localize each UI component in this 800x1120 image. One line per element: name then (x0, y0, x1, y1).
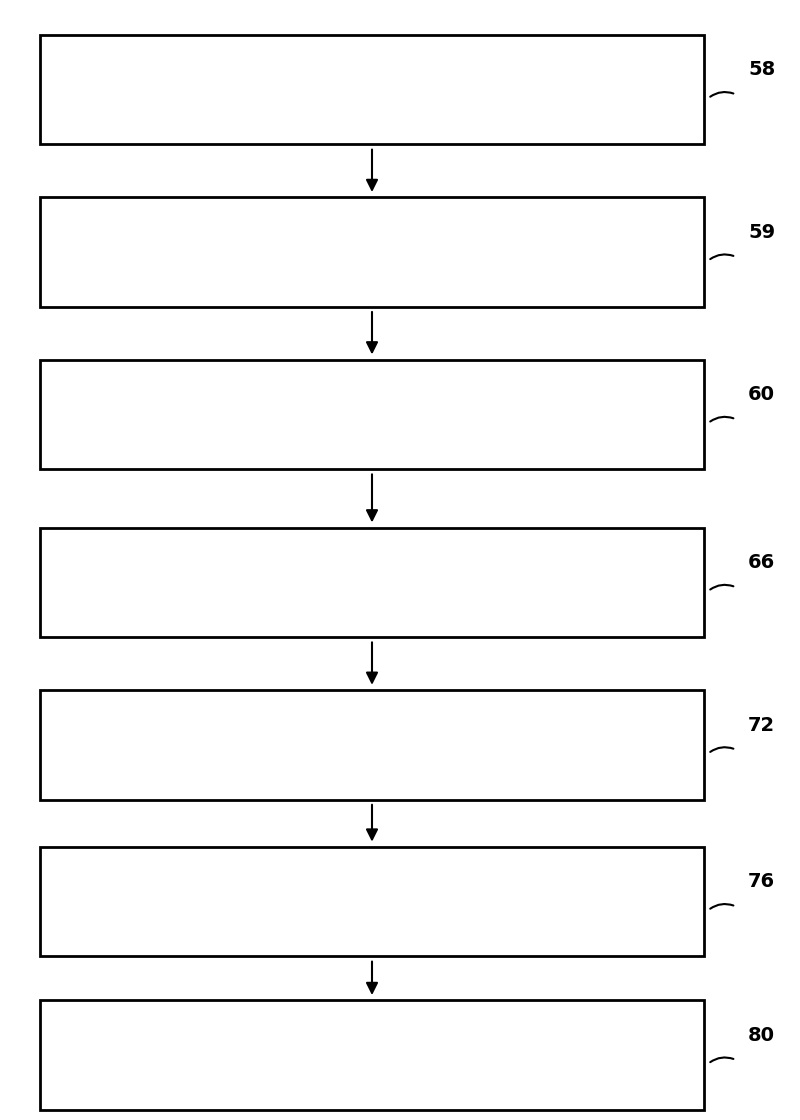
Text: 60: 60 (748, 385, 775, 404)
Text: 66: 66 (748, 553, 775, 572)
Text: 72: 72 (748, 716, 775, 735)
Text: 80: 80 (748, 1026, 775, 1045)
Bar (40, 197, 704, 307)
Bar (40, 847, 704, 956)
Bar (40, 528, 704, 637)
Text: 76: 76 (748, 872, 775, 892)
Bar (40, 690, 704, 800)
Bar (40, 1000, 704, 1110)
Text: 58: 58 (748, 60, 775, 80)
Text: 59: 59 (748, 223, 775, 242)
Bar (40, 35, 704, 144)
Bar (40, 360, 704, 469)
